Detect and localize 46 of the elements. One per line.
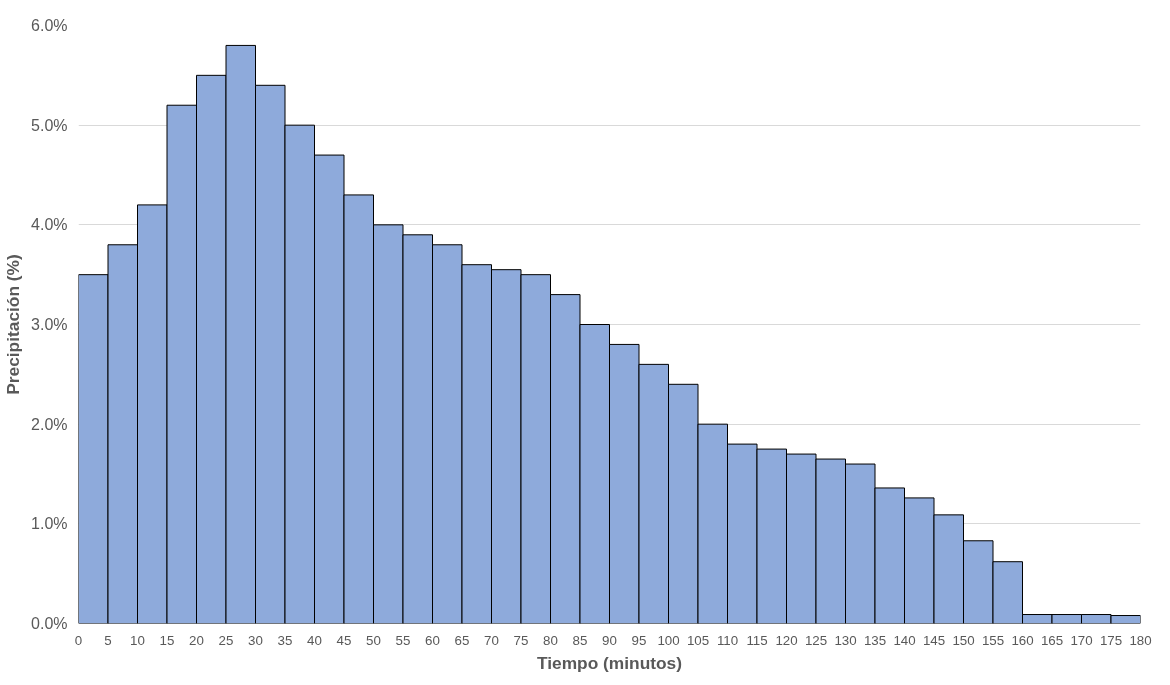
x-tick-label: 15 [159,632,175,648]
x-tick-label: 70 [484,632,499,648]
x-tick-label: 105 [686,632,710,648]
x-tick-label: 120 [775,632,798,648]
x-tick-label: 155 [981,632,1005,648]
x-tick-label: 115 [746,632,768,648]
x-tick-label: 20 [189,632,204,648]
x-tick-label: 25 [218,632,234,648]
y-tick-label: 4.0% [31,216,68,234]
x-tick-label: 90 [602,632,617,648]
x-tick-label: 180 [1129,632,1152,648]
x-tick-label: 30 [248,632,263,648]
x-tick-label: 140 [893,632,916,648]
y-axis-title: Precipitación (%) [3,254,24,395]
x-tick-label: 130 [834,632,857,648]
x-tick-label: 65 [454,632,470,648]
y-tick-label: 5.0% [31,116,68,134]
x-axis-title: Tiempo (minutos) [536,652,683,673]
x-tick-label: 60 [425,632,440,648]
x-tick-label: 50 [366,632,381,648]
x-tick-label: 165 [1040,632,1064,648]
x-tick-label: 10 [130,632,145,648]
x-tick-label: 0 [74,632,83,648]
y-tick-label: 1.0% [31,515,68,533]
x-tick-label: 110 [716,632,739,648]
x-tick-label: 5 [104,632,112,648]
x-tick-label: 175 [1099,632,1123,648]
x-tick-label: 95 [631,632,647,648]
y-tick-label: 6.0% [31,17,68,34]
y-tick-label: 0.0% [31,615,68,632]
x-tick-label: 145 [922,632,946,648]
x-tick-label: 80 [543,632,558,648]
x-tick-label: 35 [277,632,293,648]
x-tick-label: 170 [1070,632,1093,648]
x-tick-label: 150 [952,632,975,648]
x-tick-label: 75 [513,632,529,648]
x-tick-label: 55 [395,632,411,648]
x-tick-label: 135 [863,632,887,648]
y-tick-label: 3.0% [31,316,68,333]
x-tick-label: 40 [307,632,322,648]
x-tick-label: 100 [657,632,680,648]
y-tick-label: 2.0% [31,415,68,433]
x-tick-label: 125 [804,632,828,648]
x-tick-label: 85 [572,632,588,648]
x-tick-label: 160 [1011,632,1034,648]
x-tick-label: 45 [336,632,352,648]
